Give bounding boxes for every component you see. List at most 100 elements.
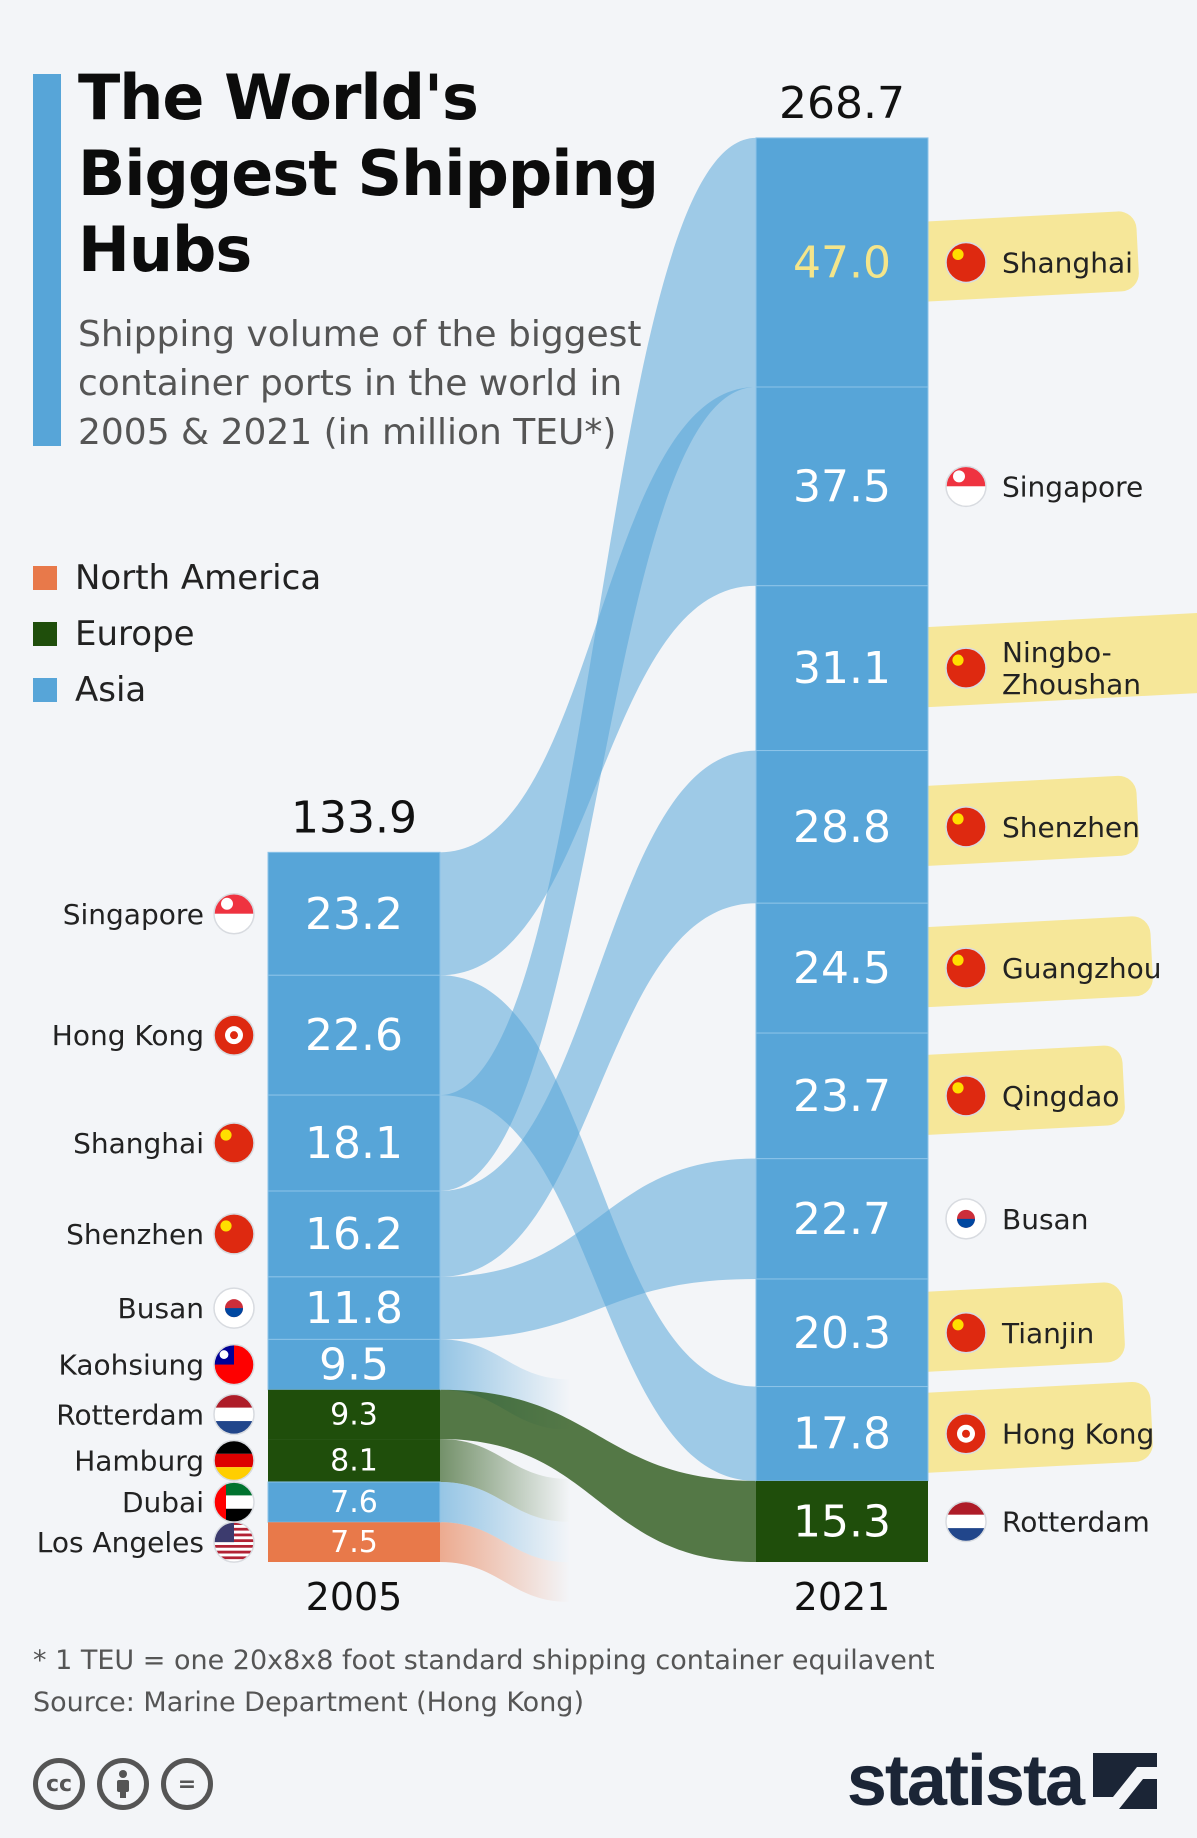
port-label-2021-ningbo-zhoushan: Ningbo-Zhoushan	[1002, 636, 1141, 701]
person-icon	[117, 1770, 129, 1798]
legend-label: North America	[75, 558, 322, 598]
flag-icon-guangzhou	[945, 947, 987, 989]
value-label-2021-ningbo-zhoushan: 31.1	[793, 643, 891, 694]
value-label-2005-busan: 11.8	[305, 1283, 403, 1334]
value-label-2021-busan: 22.7	[793, 1194, 891, 1245]
brand-wordmark: statista	[846, 1741, 1085, 1821]
bar-segment-2005-shenzhen	[267, 1190, 441, 1278]
bar-segment-2021-ningbo-zhoushan	[755, 585, 929, 752]
port-label-line: Ningbo-	[1002, 636, 1112, 669]
value-label-2021-shenzhen: 28.8	[793, 802, 891, 853]
bar-segment-2005-los-angeles	[268, 1522, 440, 1562]
source-note: Source: Marine Department (Hong Kong)	[33, 1687, 584, 1718]
value-label-2005-kaohsiung: 9.5	[319, 1340, 389, 1391]
value-label-2005-hong-kong: 22.6	[305, 1010, 403, 1061]
value-label-2005-los-angeles: 7.5	[330, 1525, 378, 1560]
statista-mark-icon	[1093, 1753, 1157, 1809]
chart-subtitle: Shipping volume of the biggest container…	[78, 314, 642, 453]
flag-icon-hamburg	[213, 1439, 255, 1482]
port-label-2021-tianjin: Tianjin	[1001, 1317, 1094, 1350]
bar-segment-2021-qingdao	[755, 1032, 929, 1160]
port-label-2021-guangzhou: Guangzhou	[1002, 952, 1161, 985]
flag-icon-tianjin	[945, 1312, 987, 1354]
bar-segment-2021-guangzhou	[755, 902, 929, 1034]
value-label-2005-singapore: 23.2	[305, 889, 403, 940]
port-label-2005-busan: Busan	[118, 1292, 204, 1325]
license-icons: cc =	[33, 1758, 213, 1810]
footnote-block: * 1 TEU = one 20x8x8 foot standard shipp…	[33, 1640, 935, 1724]
flow-link-shanghai	[440, 137, 756, 1191]
flag-icon-shenzhen	[213, 1213, 255, 1255]
highlight-ningbo-zhoushan	[904, 612, 1197, 708]
value-label-2005-dubai: 7.6	[330, 1485, 378, 1520]
value-label-2021-singapore: 37.5	[793, 461, 891, 512]
port-label-2021-busan: Busan	[1002, 1203, 1088, 1236]
flag-icon-hong-kong	[213, 1014, 255, 1056]
legend-item-europe: Europe	[33, 606, 321, 662]
bar-segment-2021-shenzhen	[755, 750, 929, 904]
footnote: * 1 TEU = one 20x8x8 foot standard shipp…	[33, 1645, 935, 1676]
flow-link-rotterdam	[440, 1389, 756, 1562]
port-label-2021-singapore: Singapore	[1002, 470, 1143, 503]
column-total-2021: 268.7	[779, 78, 905, 129]
flag-icon-singapore	[213, 893, 255, 935]
port-label-2005-rotterdam: Rotterdam	[56, 1398, 204, 1431]
port-label-2005-dubai: Dubai	[122, 1486, 204, 1519]
flag-icon-hong-kong	[945, 1412, 987, 1455]
bar-segment-2005-busan	[267, 1276, 441, 1340]
flag-icon-los-angeles	[213, 1521, 255, 1563]
value-label-2005-rotterdam: 9.3	[330, 1397, 378, 1432]
value-label-2021-guangzhou: 24.5	[793, 943, 891, 994]
port-label-2021-qingdao: Qingdao	[1002, 1080, 1119, 1113]
no-derivatives-icon[interactable]: =	[161, 1758, 213, 1810]
flag-icon-shanghai	[213, 1122, 255, 1164]
column-total-2005: 133.9	[291, 792, 417, 843]
bar-segment-2005-hamburg	[268, 1439, 440, 1482]
column-2005: 23.2 Singapore 22.6 Hong Kong 18.1 Shanghai 16…	[37, 792, 441, 1619]
flow-link-los-angeles	[440, 1522, 570, 1602]
flow-link-shenzhen	[440, 750, 756, 1277]
flag-icon-shanghai	[945, 241, 987, 284]
column-2021: 47.0 Shanghai 37.5 Singapore 31.1 Ningbo-Zhou…	[755, 78, 1161, 1619]
legend-item-north-america: North America	[33, 550, 321, 606]
bar-segment-2021-hong-kong	[755, 1386, 929, 1482]
value-label-2021-shanghai: 47.0	[793, 237, 891, 288]
attribution-icon[interactable]	[97, 1758, 149, 1810]
value-label-2021-hong-kong: 17.8	[793, 1409, 891, 1460]
port-label-line: Zhoushan	[1002, 668, 1141, 701]
flow-link-hamburg	[440, 1439, 570, 1522]
flag-icon-shenzhen	[945, 806, 987, 848]
bar-segment-2005-rotterdam	[268, 1389, 440, 1440]
statista-logo[interactable]: statista	[847, 1740, 1157, 1822]
port-label-2005-los-angeles: Los Angeles	[37, 1526, 204, 1559]
value-label-2005-shenzhen: 16.2	[305, 1209, 403, 1260]
bar-segment-2021-tianjin	[755, 1278, 929, 1388]
bar-segment-2021-shanghai	[755, 137, 929, 388]
chart-title: The World's Biggest Shipping Hubs	[78, 61, 659, 286]
flag-icon-rotterdam	[945, 1500, 987, 1543]
flow-link-dubai	[440, 1481, 570, 1563]
bar-segment-2005-kaohsiung	[267, 1338, 441, 1391]
year-label-2005: 2005	[306, 1575, 403, 1619]
port-label-2005-shanghai: Shanghai	[73, 1127, 204, 1160]
flag-icon-dubai	[213, 1481, 255, 1523]
legend-swatch-asia	[33, 678, 57, 702]
bar-segment-2005-singapore	[267, 851, 441, 976]
port-label-2005-singapore: Singapore	[63, 898, 204, 931]
legend-item-asia: Asia	[33, 662, 321, 718]
port-label-2021-shenzhen: Shenzhen	[1002, 811, 1140, 844]
flow-link-busan	[440, 1158, 756, 1340]
flag-icon-kaohsiung	[213, 1343, 255, 1386]
port-label-2005-hamburg: Hamburg	[74, 1445, 204, 1478]
title-accent-bar	[33, 74, 61, 446]
bar-segment-2021-rotterdam	[756, 1480, 928, 1562]
flag-icon-busan	[945, 1198, 987, 1240]
bar-segment-2005-shanghai	[267, 1094, 441, 1192]
legend-swatch-north-america	[33, 566, 57, 590]
creative-commons-icon[interactable]: cc	[33, 1758, 85, 1810]
legend: North America Europe Asia	[33, 550, 321, 718]
bar-segment-2021-busan	[755, 1158, 929, 1280]
port-label-2021-hong-kong: Hong Kong	[1002, 1418, 1154, 1451]
